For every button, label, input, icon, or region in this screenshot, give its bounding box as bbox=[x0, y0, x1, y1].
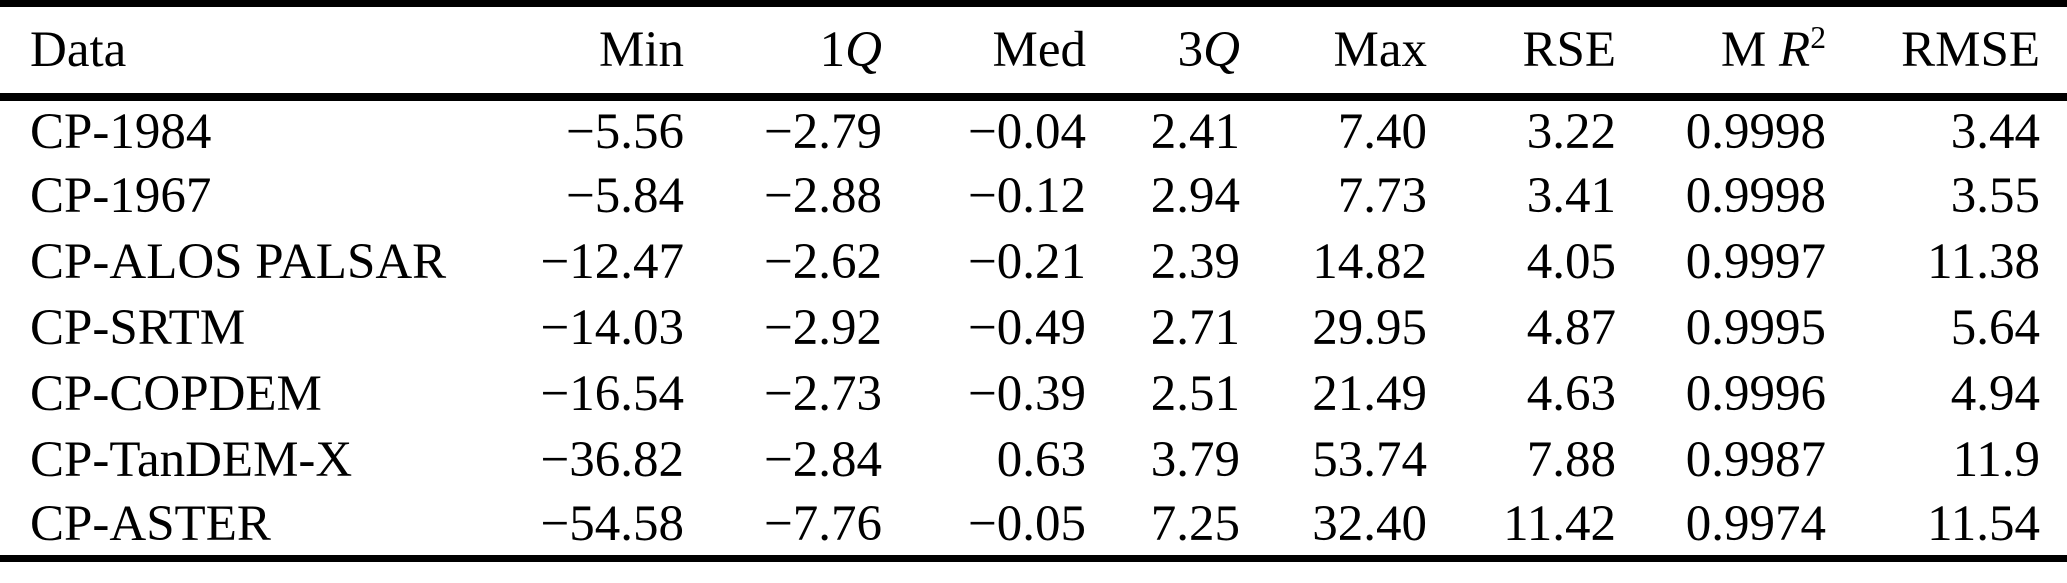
header-med: Med bbox=[882, 4, 1086, 97]
cell-min: −14.03 bbox=[540, 299, 684, 356]
row-label: CP-1967 bbox=[30, 167, 212, 224]
cell-min: −12.47 bbox=[540, 233, 684, 290]
header-rmse: RMSE bbox=[1826, 4, 2067, 97]
cell-3q: 2.39 bbox=[1150, 233, 1240, 290]
header-min: Min bbox=[460, 4, 684, 97]
cell-max: 53.74 bbox=[1312, 431, 1427, 488]
cell-max: 14.82 bbox=[1312, 233, 1427, 290]
row-label: CP-TanDEM-X bbox=[30, 431, 353, 488]
cell-med: −0.04 bbox=[967, 103, 1086, 160]
header-3q-text: 3 bbox=[1177, 21, 1204, 78]
cell-rmse: 11.38 bbox=[1927, 233, 2040, 290]
cell-min: −16.54 bbox=[540, 365, 684, 422]
cell-rse: 4.05 bbox=[1526, 233, 1616, 290]
row-label: CP-ALOS PALSAR bbox=[30, 233, 447, 290]
cell-med: 0.63 bbox=[996, 431, 1086, 488]
cell-1q: −2.84 bbox=[763, 431, 882, 488]
header-rse-text: RSE bbox=[1522, 21, 1616, 78]
table-row: CP-COPDEM −16.54 −2.73 −0.39 2.51 21.49 4.63 0.… bbox=[0, 361, 2067, 427]
cell-rse: 3.41 bbox=[1526, 167, 1616, 224]
cell-rse: 4.63 bbox=[1526, 365, 1616, 422]
cell-m-r2: 0.9998 bbox=[1685, 103, 1826, 160]
row-label: CP-COPDEM bbox=[30, 365, 322, 422]
cell-m-r2: 0.9987 bbox=[1685, 431, 1826, 488]
cell-m-r2: 0.9996 bbox=[1685, 365, 1826, 422]
cell-min: −5.84 bbox=[565, 167, 684, 224]
cell-3q: 7.25 bbox=[1150, 495, 1240, 552]
header-min-text: Min bbox=[598, 21, 684, 78]
cell-3q: 2.94 bbox=[1150, 167, 1240, 224]
header-max: Max bbox=[1240, 4, 1427, 97]
header-1q-text: 1 bbox=[819, 21, 846, 78]
table-header: Data Min 1Q Med 3Q Max RSE M R2 RMSE bbox=[0, 4, 2067, 97]
cell-1q: −2.88 bbox=[763, 167, 882, 224]
cell-rmse: 11.54 bbox=[1927, 495, 2040, 552]
cell-med: −0.21 bbox=[967, 233, 1086, 290]
cell-1q: −2.79 bbox=[763, 103, 882, 160]
cell-max: 32.40 bbox=[1312, 495, 1427, 552]
table-row: CP-TanDEM-X −36.82 −2.84 0.63 3.79 53.74 7.88 0… bbox=[0, 427, 2067, 493]
header-1q: 1Q bbox=[684, 4, 882, 97]
cell-m-r2: 0.9995 bbox=[1685, 299, 1826, 356]
cell-m-r2: 0.9997 bbox=[1685, 233, 1826, 290]
header-m-r2-text: R bbox=[1779, 21, 1811, 78]
table-body: CP-1984 −5.56 −2.79 −0.04 2.41 7.40 3.22 0.9998… bbox=[0, 97, 2067, 559]
row-label: CP-1984 bbox=[30, 103, 212, 160]
cell-1q: −2.92 bbox=[763, 299, 882, 356]
header-m-r2-text: 2 bbox=[1810, 20, 1826, 56]
cell-min: −5.56 bbox=[565, 103, 684, 160]
dem-error-stats-table: Data Min 1Q Med 3Q Max RSE M R2 RMSE CP-1984 −5.5… bbox=[0, 0, 2067, 562]
cell-med: −0.05 bbox=[967, 495, 1086, 552]
header-med-text: Med bbox=[992, 21, 1086, 78]
header-data-text: Data bbox=[30, 21, 127, 78]
cell-rse: 7.88 bbox=[1526, 431, 1616, 488]
cell-m-r2: 0.9974 bbox=[1685, 495, 1826, 552]
cell-rmse: 3.44 bbox=[1950, 103, 2040, 160]
row-label: CP-ASTER bbox=[30, 495, 271, 552]
cell-rse: 11.42 bbox=[1503, 495, 1616, 552]
cell-1q: −7.76 bbox=[763, 495, 882, 552]
cell-min: −36.82 bbox=[540, 431, 684, 488]
header-1q-text: Q bbox=[845, 21, 882, 78]
cell-med: −0.39 bbox=[967, 365, 1086, 422]
cell-max: 29.95 bbox=[1312, 299, 1427, 356]
header-row: Data Min 1Q Med 3Q Max RSE M R2 RMSE bbox=[0, 4, 2067, 97]
cell-max: 7.73 bbox=[1337, 167, 1427, 224]
header-m-r2-text: M bbox=[1720, 21, 1780, 78]
cell-1q: −2.62 bbox=[763, 233, 882, 290]
header-max-text: Max bbox=[1333, 21, 1427, 78]
cell-1q: −2.73 bbox=[763, 365, 882, 422]
table-row: CP-ALOS PALSAR −12.47 −2.62 −0.21 2.39 14.82 4… bbox=[0, 229, 2067, 295]
header-data: Data bbox=[0, 4, 460, 97]
cell-max: 21.49 bbox=[1312, 365, 1427, 422]
cell-max: 7.40 bbox=[1337, 103, 1427, 160]
header-3q-text: Q bbox=[1203, 21, 1240, 78]
cell-rmse: 4.94 bbox=[1950, 365, 2040, 422]
cell-min: −54.58 bbox=[540, 495, 684, 552]
cell-m-r2: 0.9998 bbox=[1685, 167, 1826, 224]
cell-3q: 2.41 bbox=[1150, 103, 1240, 160]
cell-rmse: 11.9 bbox=[1952, 431, 2040, 488]
cell-med: −0.49 bbox=[967, 299, 1086, 356]
cell-rmse: 3.55 bbox=[1950, 167, 2040, 224]
cell-3q: 3.79 bbox=[1150, 431, 1240, 488]
row-label: CP-SRTM bbox=[30, 299, 246, 356]
cell-rse: 4.87 bbox=[1526, 299, 1616, 356]
table-row: CP-1984 −5.56 −2.79 −0.04 2.41 7.40 3.22 0.9998… bbox=[0, 97, 2067, 163]
header-rmse-text: RMSE bbox=[1901, 21, 2040, 78]
header-3q: 3Q bbox=[1086, 4, 1240, 97]
table-row: CP-ASTER −54.58 −7.76 −0.05 7.25 32.40 11.42 0.… bbox=[0, 493, 2067, 559]
table-row: CP-1967 −5.84 −2.88 −0.12 2.94 7.73 3.41 0.9998… bbox=[0, 163, 2067, 229]
cell-3q: 2.71 bbox=[1150, 299, 1240, 356]
cell-3q: 2.51 bbox=[1150, 365, 1240, 422]
header-rse: RSE bbox=[1427, 4, 1616, 97]
table-row: CP-SRTM −14.03 −2.92 −0.49 2.71 29.95 4.87 0.99… bbox=[0, 295, 2067, 361]
cell-med: −0.12 bbox=[967, 167, 1086, 224]
cell-rse: 3.22 bbox=[1526, 103, 1616, 160]
cell-rmse: 5.64 bbox=[1950, 299, 2040, 356]
header-m-r2: M R2 bbox=[1616, 4, 1826, 97]
